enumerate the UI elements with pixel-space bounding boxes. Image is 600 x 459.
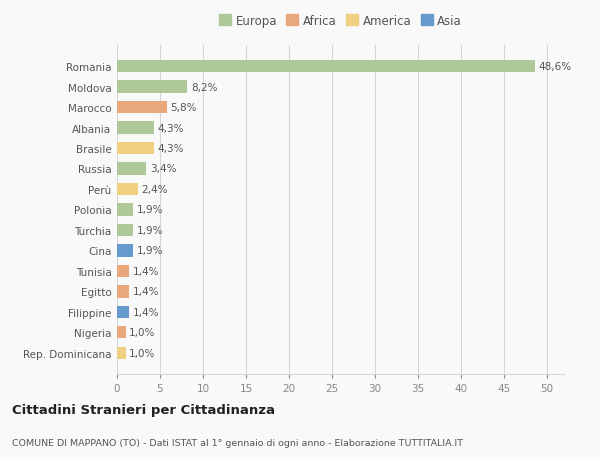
Bar	[117, 163, 146, 175]
Bar	[117, 224, 133, 236]
Bar	[117, 347, 125, 359]
Bar	[117, 245, 133, 257]
Bar	[117, 102, 167, 114]
Bar	[117, 184, 137, 196]
Text: 1,9%: 1,9%	[137, 225, 163, 235]
Bar	[117, 285, 129, 298]
Text: 1,0%: 1,0%	[129, 348, 155, 358]
Text: 1,9%: 1,9%	[137, 246, 163, 256]
Text: 1,9%: 1,9%	[137, 205, 163, 215]
Text: 2,4%: 2,4%	[141, 185, 167, 195]
Legend: Europa, Africa, America, Asia: Europa, Africa, America, Asia	[217, 12, 464, 30]
Text: 48,6%: 48,6%	[538, 62, 571, 72]
Bar	[117, 204, 133, 216]
Text: 1,4%: 1,4%	[133, 266, 159, 276]
Text: Cittadini Stranieri per Cittadinanza: Cittadini Stranieri per Cittadinanza	[12, 403, 275, 416]
Text: 1,4%: 1,4%	[133, 287, 159, 297]
Bar	[117, 265, 129, 277]
Text: 8,2%: 8,2%	[191, 83, 217, 92]
Bar	[117, 326, 125, 339]
Text: 3,4%: 3,4%	[149, 164, 176, 174]
Text: 5,8%: 5,8%	[170, 103, 197, 113]
Bar	[117, 81, 187, 94]
Text: COMUNE DI MAPPANO (TO) - Dati ISTAT al 1° gennaio di ogni anno - Elaborazione TU: COMUNE DI MAPPANO (TO) - Dati ISTAT al 1…	[12, 438, 463, 447]
Text: 1,0%: 1,0%	[129, 328, 155, 337]
Text: 4,3%: 4,3%	[157, 144, 184, 154]
Bar	[117, 61, 535, 73]
Text: 4,3%: 4,3%	[157, 123, 184, 133]
Bar	[117, 122, 154, 134]
Text: 1,4%: 1,4%	[133, 307, 159, 317]
Bar	[117, 143, 154, 155]
Bar	[117, 306, 129, 318]
